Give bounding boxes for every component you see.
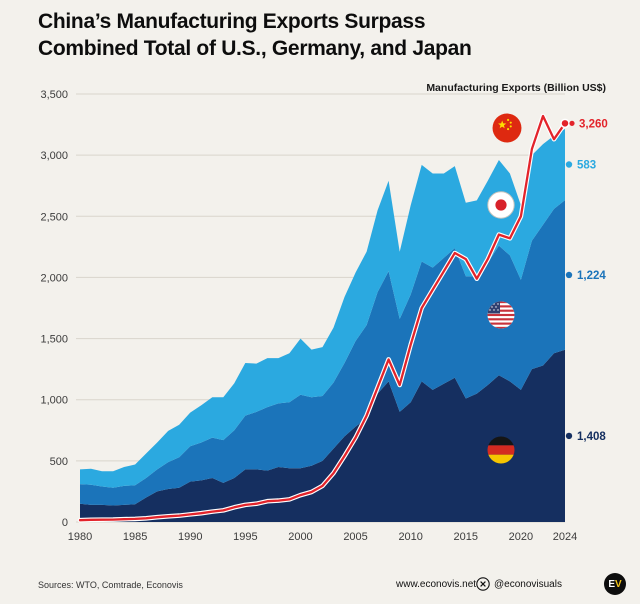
page-title: China’s Manufacturing Exports Surpass Co… bbox=[38, 8, 472, 62]
x-tick-label: 2020 bbox=[509, 531, 533, 543]
x-social-icon bbox=[476, 577, 490, 591]
germany-flag-icon bbox=[487, 436, 515, 464]
title-line-2: Combined Total of U.S., Germany, and Jap… bbox=[38, 37, 472, 60]
end-value-japan: 583 bbox=[577, 159, 596, 171]
end-value-germany: 1,408 bbox=[577, 431, 606, 443]
y-tick-label: 500 bbox=[50, 456, 68, 468]
end-dot-germany bbox=[565, 432, 573, 440]
title-line-1: China’s Manufacturing Exports Surpass bbox=[38, 10, 426, 33]
x-tick-label: 2005 bbox=[343, 531, 367, 543]
x-tick-label: 1980 bbox=[68, 531, 92, 543]
y-tick-label: 0 bbox=[62, 517, 68, 529]
y-tick-label: 3,000 bbox=[40, 150, 68, 162]
end-dot-japan bbox=[565, 161, 573, 168]
x-tick-label: 2000 bbox=[288, 531, 312, 543]
sources-text: Sources: WTO, Comtrade, Econovis bbox=[38, 580, 183, 590]
x-tick-label: 2015 bbox=[454, 531, 478, 543]
y-tick-label: 1,000 bbox=[40, 395, 68, 407]
end-dot-united-states bbox=[565, 271, 573, 279]
area-germany bbox=[80, 349, 565, 522]
social-handle[interactable]: @econovisuals bbox=[476, 577, 562, 591]
y-tick-label: 2,000 bbox=[40, 272, 68, 284]
y-tick-label: 3,500 bbox=[40, 89, 68, 101]
y-tick-label: 1,500 bbox=[40, 334, 68, 346]
x-tick-label: 2010 bbox=[398, 531, 422, 543]
area-japan bbox=[80, 128, 565, 488]
china-flag-icon bbox=[492, 113, 522, 143]
x-tick-label: 2024 bbox=[553, 531, 577, 543]
end-dot-china-label bbox=[569, 120, 575, 126]
area-united-states bbox=[80, 200, 565, 506]
website-link[interactable]: www.econovis.net bbox=[396, 579, 477, 590]
logo-letter-e: E bbox=[608, 578, 615, 590]
end-dot-china bbox=[560, 118, 570, 129]
chart-unit-label: Manufacturing Exports (Billion US$) bbox=[426, 82, 606, 94]
footer: Sources: WTO, Comtrade, Econovis www.eco… bbox=[38, 572, 626, 598]
end-value-china: 3,260 bbox=[579, 118, 608, 130]
logo-letter-v: V bbox=[615, 578, 622, 590]
x-tick-label: 1995 bbox=[233, 531, 257, 543]
social-handle-text: @econovisuals bbox=[494, 578, 562, 590]
x-tick-label: 1985 bbox=[123, 531, 147, 543]
end-value-united-states: 1,224 bbox=[577, 270, 606, 282]
china-line bbox=[78, 114, 567, 522]
japan-flag-icon bbox=[487, 191, 515, 219]
x-tick-label: 1990 bbox=[178, 531, 202, 543]
us-flag-icon bbox=[487, 301, 515, 329]
y-tick-label: 2,500 bbox=[40, 211, 68, 223]
